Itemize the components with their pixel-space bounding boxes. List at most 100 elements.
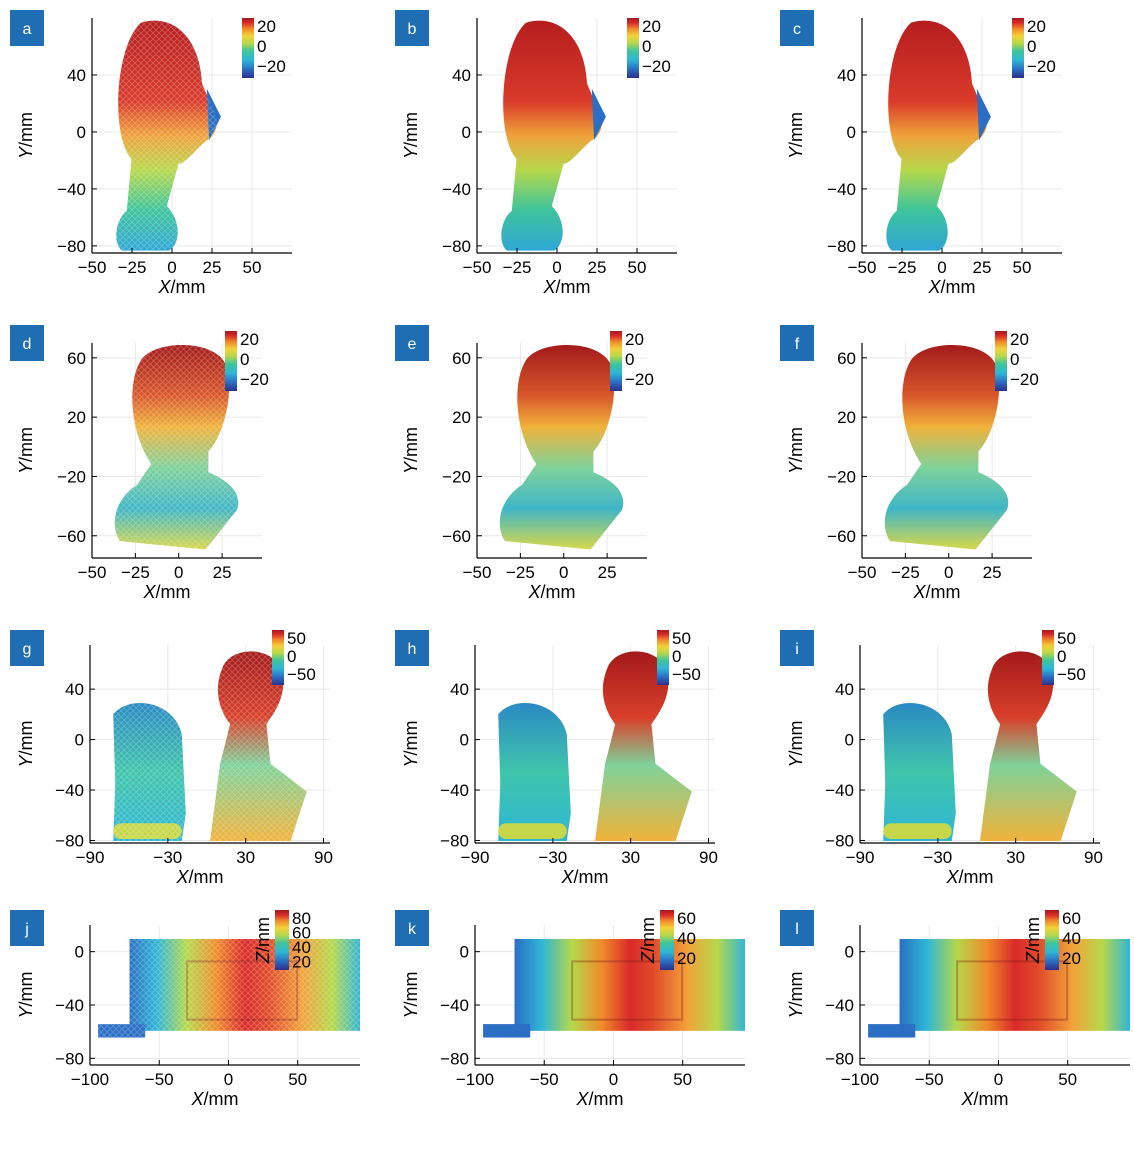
- panel-label: e: [408, 336, 417, 353]
- colorbar-label: Z/mm: [253, 917, 273, 964]
- colorbar-tick-label: 0: [1057, 647, 1066, 666]
- x-tick-label: 90: [699, 848, 718, 867]
- panel-label-box: [780, 630, 814, 666]
- y-tick-label: 60: [452, 349, 471, 368]
- y-tick-label: 40: [450, 680, 469, 699]
- y-tick-label: −40: [55, 996, 84, 1015]
- part-surface: [899, 939, 1130, 1031]
- y-tick-label: 20: [67, 408, 86, 427]
- surface-render: [501, 20, 606, 251]
- panel-label-box: [780, 325, 814, 361]
- colorbar-tick-label: −20: [240, 370, 269, 389]
- panel-label: l: [795, 921, 799, 938]
- x-tick-label: 50: [1058, 1070, 1077, 1089]
- colorbar-tick-label: 60: [677, 909, 696, 928]
- x-tick-label: 0: [224, 1070, 233, 1089]
- x-tick-label: 30: [1006, 848, 1025, 867]
- x-tick-label: 25: [983, 563, 1002, 582]
- surface-render: [868, 939, 1130, 1038]
- surface-render: [883, 651, 1077, 842]
- colorbar-tick-label: 0: [287, 647, 296, 666]
- y-tick-label: −40: [827, 180, 856, 199]
- colorbar-tick-label: 20: [677, 949, 696, 968]
- y-tick-label: 40: [835, 680, 854, 699]
- left-bust-surface: [883, 702, 956, 842]
- colorbar-tick-label: 80: [292, 909, 311, 928]
- x-axis-label: X/mm: [190, 1089, 238, 1109]
- colorbar: [995, 331, 1007, 391]
- x-tick-label: −50: [145, 1070, 174, 1089]
- surface-render: [483, 939, 745, 1038]
- colorbar: [1012, 18, 1024, 78]
- right-bust-surface: [980, 651, 1077, 842]
- y-tick-label: 40: [65, 680, 84, 699]
- y-axis-label: Y/mm: [786, 112, 806, 159]
- x-tick-label: 90: [1084, 848, 1103, 867]
- surface-render: [114, 344, 239, 550]
- y-tick-label: −80: [57, 237, 86, 256]
- y-tick-label: −40: [57, 180, 86, 199]
- right-bust-surface: [595, 651, 692, 842]
- y-tick-label: −60: [442, 527, 471, 546]
- y-tick-label: −60: [827, 527, 856, 546]
- y-axis-label: Y/mm: [401, 971, 421, 1018]
- part-window: [956, 960, 1069, 1021]
- panel-label-box: [395, 910, 429, 946]
- y-tick-label: 60: [837, 349, 856, 368]
- colorbar: [1045, 910, 1059, 970]
- colorbar-tick-label: 20: [642, 17, 661, 36]
- panel-label-box: [10, 630, 44, 666]
- x-tick-label: 25: [588, 258, 607, 277]
- head-surface: [501, 20, 602, 251]
- y-tick-label: 20: [837, 408, 856, 427]
- colorbar-tick-label: 50: [1057, 629, 1076, 648]
- colorbar-tick-label: 0: [1027, 37, 1036, 56]
- colorbar: [610, 331, 622, 391]
- x-axis-label: X/mm: [912, 582, 960, 602]
- colorbar: [225, 331, 237, 391]
- colorbar-tick-label: 0: [1010, 350, 1019, 369]
- x-tick-label: 0: [937, 258, 946, 277]
- y-tick-label: −20: [57, 467, 86, 486]
- x-tick-label: −25: [503, 258, 532, 277]
- surface-render: [116, 20, 221, 251]
- panel-label-box: [395, 10, 429, 46]
- y-axis-label: Y/mm: [401, 427, 421, 474]
- colorbar-tick-label: −50: [672, 665, 701, 684]
- colorbar: [1042, 630, 1054, 685]
- colorbar: [242, 18, 254, 78]
- colorbar: [272, 630, 284, 685]
- face-edge: [976, 88, 991, 141]
- colorbar-tick-label: 60: [292, 923, 311, 942]
- x-tick-label: 50: [288, 1070, 307, 1089]
- y-tick-label: −80: [442, 237, 471, 256]
- bust-surface: [499, 344, 624, 550]
- y-tick-label: −80: [55, 1049, 84, 1068]
- x-tick-label: 0: [994, 1070, 1003, 1089]
- x-tick-label: −25: [891, 563, 920, 582]
- y-tick-label: −80: [825, 1049, 854, 1068]
- colorbar-tick-label: −20: [642, 57, 671, 76]
- x-tick-label: 90: [314, 848, 333, 867]
- x-tick-label: −50: [848, 563, 877, 582]
- y-axis-label: Y/mm: [786, 720, 806, 767]
- part-foot: [868, 1024, 916, 1038]
- colorbar-tick-label: 20: [625, 330, 644, 349]
- x-tick-label: 30: [236, 848, 255, 867]
- surface-render: [113, 651, 307, 842]
- x-tick-label: −30: [923, 848, 952, 867]
- x-tick-label: −50: [78, 563, 107, 582]
- panel-label: g: [23, 641, 32, 658]
- y-axis-label: Y/mm: [401, 112, 421, 159]
- part-window: [571, 960, 684, 1021]
- y-tick-label: 40: [67, 66, 86, 85]
- colorbar-tick-label: 20: [1010, 330, 1029, 349]
- y-tick-label: −80: [825, 831, 854, 850]
